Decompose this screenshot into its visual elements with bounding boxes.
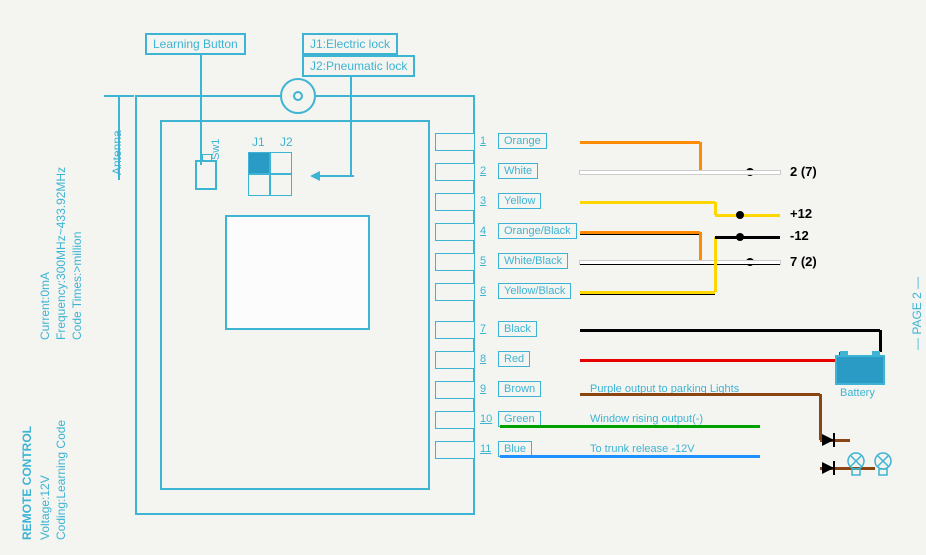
wire-label-4: Orange/Black bbox=[498, 223, 577, 239]
sw1-body bbox=[195, 160, 217, 190]
antenna-label: Antenna bbox=[110, 130, 124, 175]
pin-num-7: 7 bbox=[480, 323, 486, 335]
page-number: — PAGE 2 — bbox=[910, 277, 924, 350]
diode-2 bbox=[820, 460, 840, 476]
coding-text: Coding:Learning Code bbox=[54, 420, 68, 540]
connector-row-3 bbox=[435, 193, 475, 211]
connector-row-1 bbox=[435, 133, 475, 151]
pin-num-4: 4 bbox=[480, 225, 486, 237]
wire-blue-h bbox=[500, 455, 760, 458]
wire-black-v bbox=[879, 330, 882, 352]
voltage-text: Voltage:12V bbox=[38, 475, 52, 540]
connector-row-10 bbox=[435, 411, 475, 429]
pin-num-5: 5 bbox=[480, 255, 486, 267]
j2-bot bbox=[270, 174, 292, 196]
connector-row-11 bbox=[435, 441, 475, 459]
pin-num-11: 11 bbox=[480, 443, 491, 455]
learning-button-box: Learning Button bbox=[145, 33, 246, 55]
pin-num-10: 10 bbox=[480, 413, 492, 425]
wire-desc-11: To trunk release -12V bbox=[590, 443, 695, 455]
j1-top bbox=[248, 152, 270, 174]
wire-brown-h bbox=[580, 393, 820, 396]
pin-num-6: 6 bbox=[480, 285, 486, 297]
codetimes-text: Code Times:>million bbox=[70, 232, 84, 340]
diode-1 bbox=[820, 432, 840, 448]
title-text: REMOTE CONTROL bbox=[20, 426, 34, 540]
j1-label: J1 bbox=[252, 135, 265, 149]
wire-minus12-h bbox=[715, 236, 780, 239]
end-2-7: 2 (7) bbox=[790, 164, 817, 179]
pin-num-2: 2 bbox=[480, 165, 486, 177]
antenna-top bbox=[104, 95, 134, 97]
wire-ob-stripe bbox=[580, 234, 700, 235]
wire-label-6: Yellow/Black bbox=[498, 283, 571, 299]
j2-label: J2 bbox=[280, 135, 293, 149]
antenna-line bbox=[118, 95, 120, 180]
end-7-2: 7 (2) bbox=[790, 254, 817, 269]
frequency-text: Frequency:300MHz~433.92MHz bbox=[54, 167, 68, 340]
wire-black-h bbox=[580, 329, 880, 332]
end-plus12: +12 bbox=[790, 206, 812, 221]
wire-label-8: Red bbox=[498, 351, 530, 367]
wire-label-7: Black bbox=[498, 321, 537, 337]
wire-label-5: White/Black bbox=[498, 253, 568, 269]
wire-ob-v bbox=[699, 232, 702, 262]
bulb-2 bbox=[872, 450, 894, 478]
wire-label-9: Brown bbox=[498, 381, 541, 397]
wire-orange-v bbox=[699, 142, 702, 172]
wire-label-2: White bbox=[498, 163, 538, 179]
module-tab bbox=[280, 78, 316, 114]
pin-num-3: 3 bbox=[480, 195, 486, 207]
j1-bot bbox=[248, 174, 270, 196]
connector-row-7 bbox=[435, 321, 475, 339]
wire-yb-v bbox=[714, 237, 717, 292]
wire-wb-stripe bbox=[580, 264, 780, 265]
wire-orange-h1 bbox=[580, 141, 700, 144]
bulb-1 bbox=[845, 450, 867, 478]
wire-green-h bbox=[500, 425, 760, 428]
pin-num-9: 9 bbox=[480, 383, 486, 395]
j2-box: J2:Pneumatic lock bbox=[302, 55, 415, 77]
wire-label-3: Yellow bbox=[498, 193, 541, 209]
pin-num-8: 8 bbox=[480, 353, 486, 365]
dot-yellow-plus bbox=[736, 211, 744, 219]
wire-desc-10: Window rising output(-) bbox=[590, 413, 703, 425]
pin-num-1: 1 bbox=[480, 135, 486, 147]
connector-row-2 bbox=[435, 163, 475, 181]
inner-chip bbox=[225, 215, 370, 330]
j1-box: J1:Electric lock bbox=[302, 33, 398, 55]
connector-row-8 bbox=[435, 351, 475, 369]
battery-label: Battery bbox=[840, 387, 875, 399]
current-text: Current:0mA bbox=[38, 272, 52, 340]
connector-row-6 bbox=[435, 283, 475, 301]
wire-yb-stripe bbox=[580, 294, 715, 295]
connector-row-9 bbox=[435, 381, 475, 399]
wire-yellow-h2 bbox=[715, 214, 780, 217]
connector-row-4 bbox=[435, 223, 475, 241]
wire-label-1: Orange bbox=[498, 133, 547, 149]
battery-box bbox=[835, 355, 885, 385]
connector-row-5 bbox=[435, 253, 475, 271]
wire-yellow-h bbox=[580, 201, 715, 204]
wire-red-h bbox=[580, 359, 840, 362]
end-minus12: -12 bbox=[790, 228, 809, 243]
wire-white-h bbox=[580, 171, 780, 174]
j2-top bbox=[270, 152, 292, 174]
